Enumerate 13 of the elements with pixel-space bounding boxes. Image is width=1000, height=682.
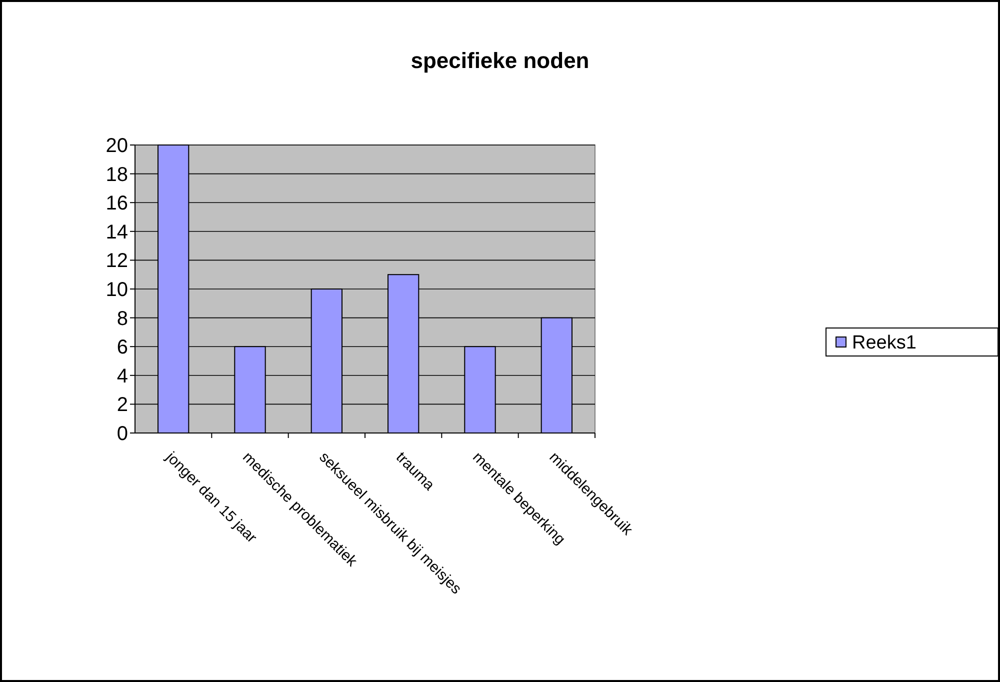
y-tick-label: 18	[106, 164, 128, 186]
y-tick-label: 0	[116, 423, 128, 445]
y-tick-label: 10	[106, 279, 128, 301]
y-tick-label: 16	[106, 192, 128, 215]
y-tick-label: 6	[116, 336, 128, 359]
legend-label: Reeks1	[852, 332, 916, 354]
y-tick-label: 14	[106, 221, 128, 244]
y-tick-label: 4	[116, 365, 128, 388]
y-tick-label: 20	[106, 135, 128, 157]
y-tick-label: 2	[116, 394, 128, 416]
y-tick-label: 12	[106, 250, 128, 272]
chart-title: specifieke noden	[410, 48, 590, 73]
y-tick-label: 8	[116, 308, 128, 330]
